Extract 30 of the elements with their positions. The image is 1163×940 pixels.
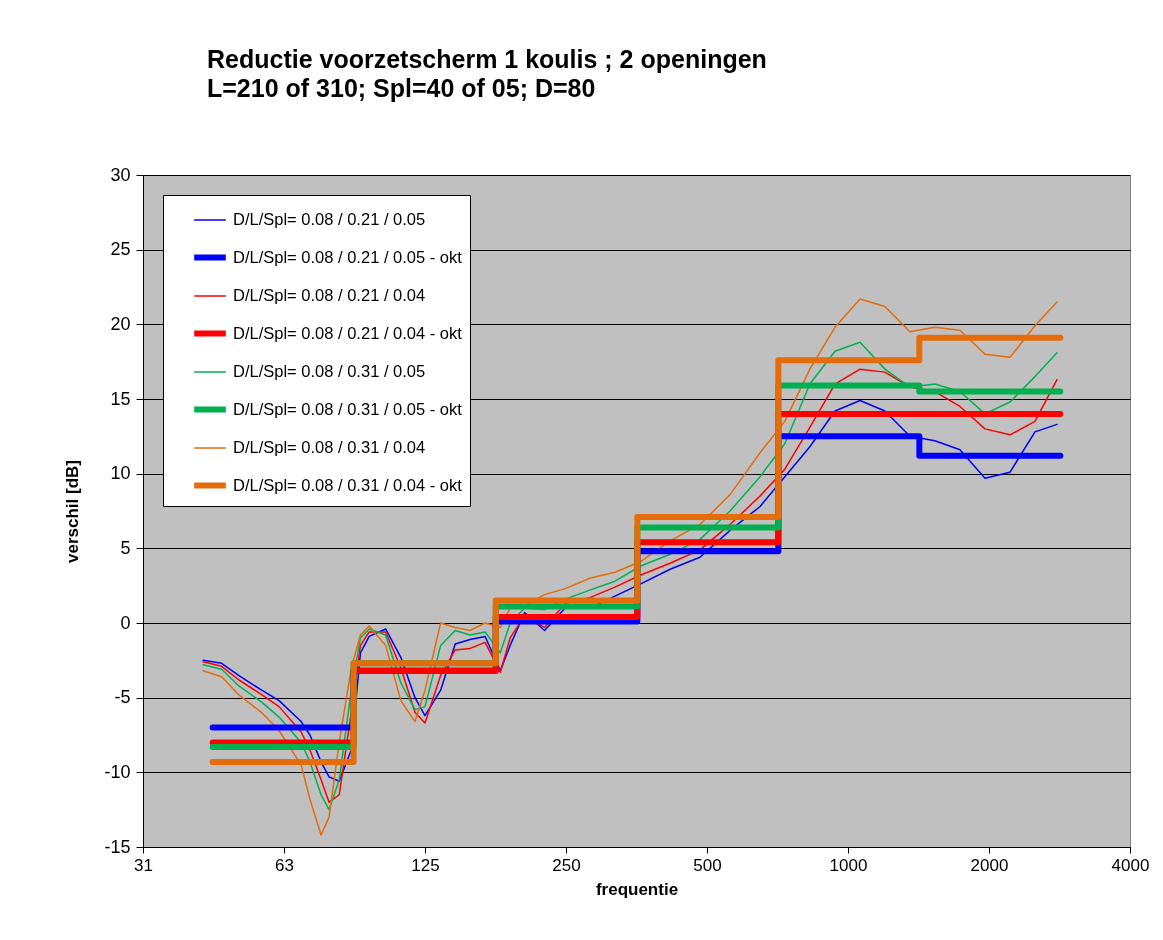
x-tick-label: 125 — [411, 855, 440, 875]
y-tick-label: -15 — [104, 836, 131, 857]
x-tick-label: 63 — [275, 855, 294, 875]
chart-subtitle: L=210 of 310; Spl=40 of 05; D=80 — [207, 74, 596, 102]
y-tick-label: 15 — [110, 388, 131, 409]
y-tick-label: 10 — [110, 463, 131, 484]
x-tick-label: 250 — [552, 855, 581, 875]
y-tick-label: 30 — [110, 164, 131, 185]
x-tick-label: 31 — [134, 855, 153, 875]
legend-label: D/L/Spl= 0.08 / 0.31 / 0.04 - okt — [233, 475, 463, 494]
x-tick-label: 1000 — [829, 855, 868, 875]
x-axis-title: frequentie — [595, 879, 679, 899]
legend-label: D/L/Spl= 0.08 / 0.31 / 0.05 - okt — [233, 399, 463, 418]
legend-label: D/L/Spl= 0.08 / 0.21 / 0.05 — [233, 210, 426, 228]
legend-label: D/L/Spl= 0.08 / 0.21 / 0.05 - okt — [233, 247, 463, 266]
y-tick-label: 20 — [110, 313, 131, 334]
x-tick-label: 2000 — [970, 855, 1009, 875]
y-tick-label: 25 — [110, 239, 131, 260]
x-tick-label: 4000 — [1111, 855, 1150, 875]
y-tick-label: 0 — [120, 612, 131, 633]
legend-label: D/L/Spl= 0.08 / 0.21 / 0.04 - okt — [233, 323, 463, 342]
x-tick-label: 500 — [693, 855, 722, 875]
y-axis-title: verschil [dB] — [63, 460, 83, 563]
y-tick-label: -5 — [114, 687, 131, 708]
legend-label: D/L/Spl= 0.08 / 0.31 / 0.04 — [233, 438, 426, 456]
legend-label: D/L/Spl= 0.08 / 0.21 / 0.04 — [233, 286, 426, 304]
y-tick-label: -10 — [104, 761, 131, 782]
y-tick-label: 5 — [120, 537, 131, 558]
chart-title: Reductie voorzetscherm 1 koulis ; 2 openingen — [207, 45, 767, 73]
legend-label: D/L/Spl= 0.08 / 0.31 / 0.05 — [233, 362, 426, 380]
